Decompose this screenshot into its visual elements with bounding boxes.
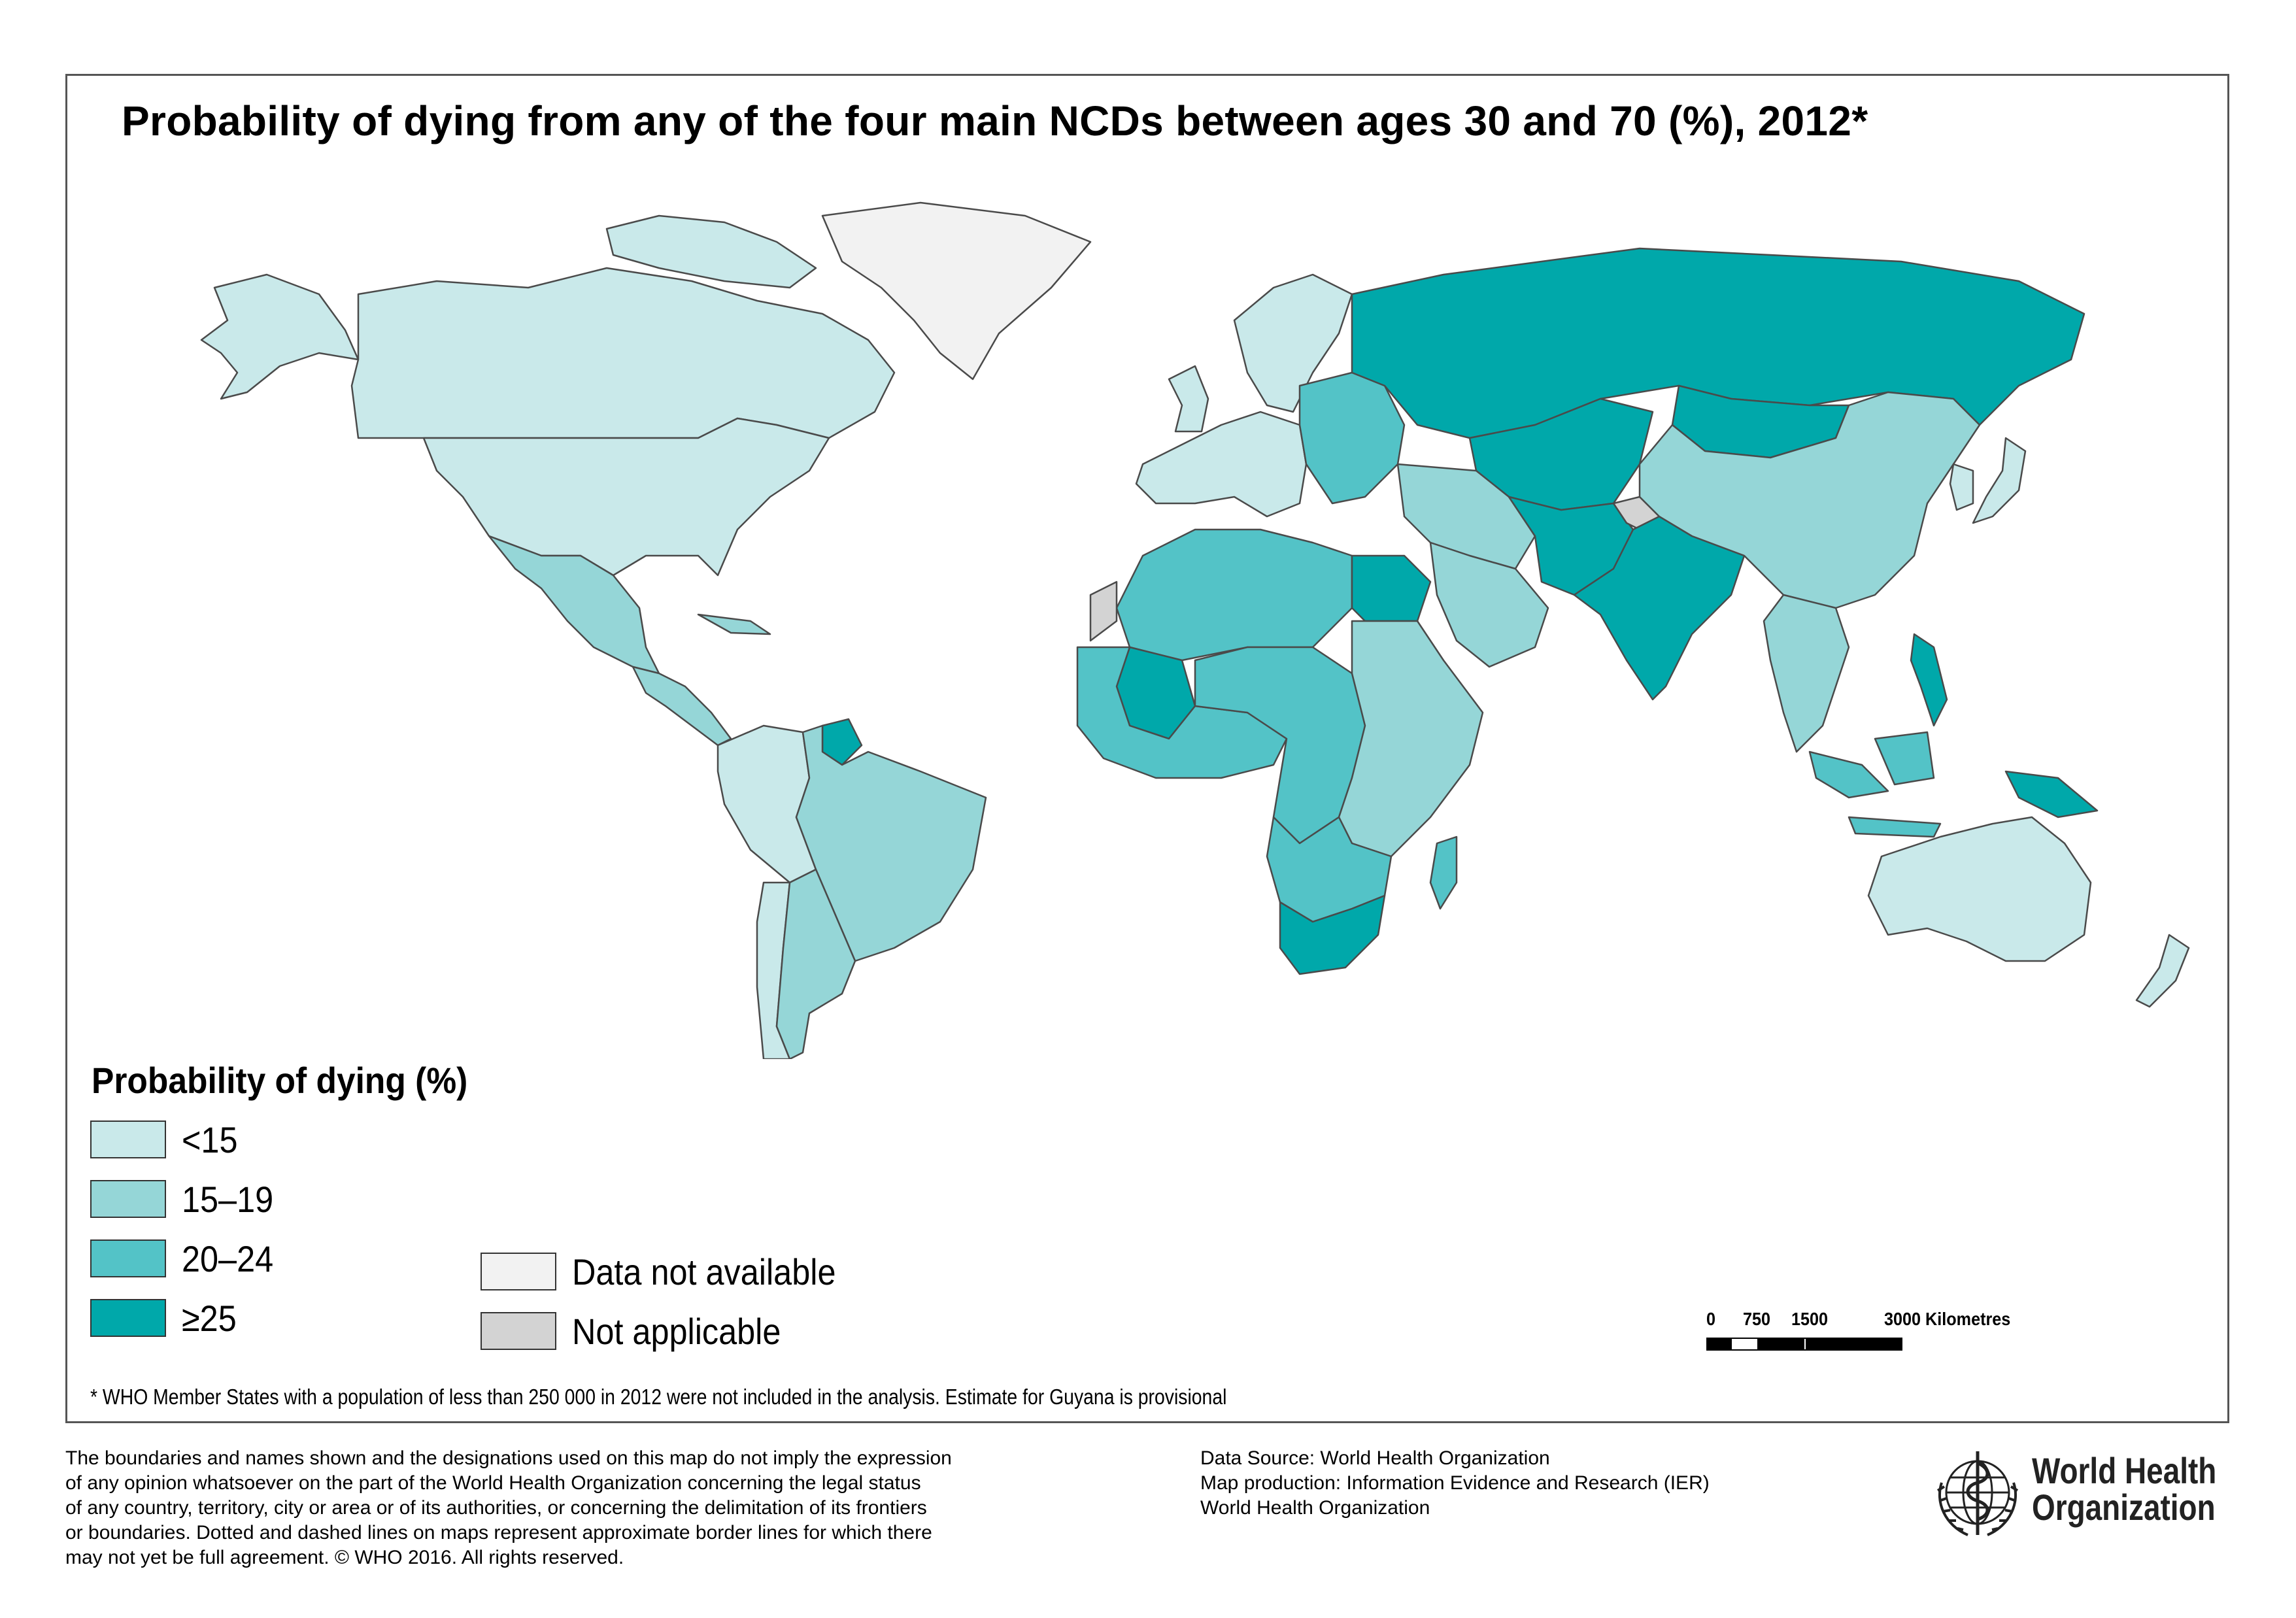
legend-swatch-15-19	[90, 1180, 166, 1218]
source-line: Map production: Information Evidence and…	[1200, 1472, 1710, 1494]
disclaimer-line: or boundaries. Dotted and dashed lines o…	[65, 1522, 932, 1543]
legend-label: Not applicable	[572, 1310, 781, 1352]
region-philippines: Philippines	[1910, 633, 1948, 727]
region-eastern-europe: Eastern Europe	[1298, 371, 1406, 505]
scale-label: 0	[1706, 1309, 1716, 1329]
scale-bar: 0 750 1500 3000 Kilometres	[1706, 1309, 2046, 1368]
footnote: * WHO Member States with a population of…	[90, 1385, 1227, 1409]
source-line: World Health Organization	[1200, 1497, 1430, 1519]
legend-item-not-applicable: Not applicable	[481, 1310, 804, 1352]
region-western-sahara: Western Sahara	[1089, 581, 1118, 642]
region-canada-islands: Canada	[605, 214, 817, 289]
region-indonesia: Indonesia	[1808, 731, 1942, 838]
who-wordmark-line: Organization	[2032, 1487, 2216, 1528]
disclaimer-line: The boundaries and names shown and the d…	[65, 1447, 952, 1469]
scale-segment	[1804, 1339, 1901, 1349]
region-alaska: Alaska	[200, 273, 360, 400]
legend-label: ≥25	[182, 1297, 237, 1339]
scale-label: 1500	[1791, 1309, 1829, 1329]
region-china: China	[1638, 391, 1981, 609]
region-brazil: Brazil	[795, 724, 987, 962]
scale-segment	[1756, 1339, 1804, 1349]
region-new-zealand: New Zealand	[2135, 934, 2190, 1008]
scale-segment	[1732, 1339, 1756, 1349]
legend-item-data-not-available: Data not available	[481, 1251, 865, 1292]
region-southeast-asia: Southeast Asia	[1763, 594, 1850, 753]
disclaimer-line: of any country, territory, city or area …	[65, 1497, 927, 1519]
who-emblem-icon	[1936, 1451, 2019, 1536]
disclaimer: The boundaries and names shown and the d…	[65, 1446, 1124, 1570]
region-canada: Canada	[350, 267, 896, 439]
legend-item-ge25: ≥25	[90, 1297, 243, 1339]
scale-label: 3000 Kilometres	[1884, 1309, 2011, 1329]
source-line: Data Source: World Health Organization	[1200, 1447, 1550, 1469]
region-cuba: Central America	[697, 613, 771, 635]
region-uk: Western Europe	[1168, 365, 1209, 433]
region-australia: Australia	[1867, 816, 2092, 962]
region-western-europe: Western Europe	[1135, 411, 1308, 518]
legend-label: 20–24	[182, 1238, 274, 1279]
legend-label: 15–19	[182, 1178, 274, 1220]
map-title: Probability of dying from any of the fou…	[122, 97, 1868, 144]
legend-swatch-ge25	[90, 1299, 166, 1337]
region-madagascar: Madagascar	[1429, 835, 1458, 910]
region-central-america: Central America	[632, 666, 732, 747]
world-map: Alaska Canada Canada Greenland United St…	[200, 201, 2190, 1059]
disclaimer-line: may not yet be full agreement. © WHO 201…	[65, 1547, 624, 1568]
scale-bar-graphic	[1706, 1338, 1902, 1351]
who-wordmark: World Health Organization	[2032, 1453, 2216, 1526]
legend-item-lt15: <15	[90, 1119, 244, 1160]
scale-label: 750	[1743, 1309, 1771, 1329]
region-saudi-arabia: Saudi Arabia	[1429, 541, 1549, 668]
region-north-africa: North Africa	[1115, 528, 1353, 662]
region-egypt: Egypt	[1351, 554, 1432, 622]
region-scandinavia: Scandinavia	[1233, 273, 1353, 413]
region-south-africa: South Africa	[1279, 894, 1386, 975]
scale-tick	[1804, 1339, 1806, 1349]
legend-item-20-24: 20–24	[90, 1238, 284, 1279]
who-wordmark-line: World Health	[2032, 1450, 2217, 1491]
region-papua-new-guinea: Papua New Guinea	[2004, 770, 2099, 818]
legend-label: <15	[182, 1119, 238, 1160]
region-japan: Japan	[1972, 437, 2027, 524]
scale-labels: 0 750 1500 3000 Kilometres	[1706, 1309, 2046, 1335]
region-usa: United States of America	[422, 417, 830, 577]
legend-title: Probability of dying (%)	[92, 1060, 468, 1101]
legend-swatch-20-24	[90, 1239, 166, 1277]
legend-swatch-not-applicable	[481, 1312, 556, 1350]
scale-segment	[1708, 1339, 1732, 1349]
region-korea: Republic of Korea	[1949, 463, 1974, 511]
legend-swatch-lt15	[90, 1121, 166, 1158]
region-greenland: Greenland	[821, 201, 1092, 380]
disclaimer-line: of any opinion whatsoever on the part of…	[65, 1472, 921, 1494]
scale-tick	[1756, 1339, 1757, 1349]
data-source: Data Source: World Health Organization M…	[1200, 1446, 1710, 1521]
legend-item-15-19: 15–19	[90, 1178, 284, 1220]
region-argentina: Argentina	[775, 868, 856, 1059]
legend-swatch-data-not-available	[481, 1253, 556, 1290]
legend-label: Data not available	[572, 1251, 836, 1292]
who-logo: World Health Organization	[1929, 1438, 2229, 1549]
